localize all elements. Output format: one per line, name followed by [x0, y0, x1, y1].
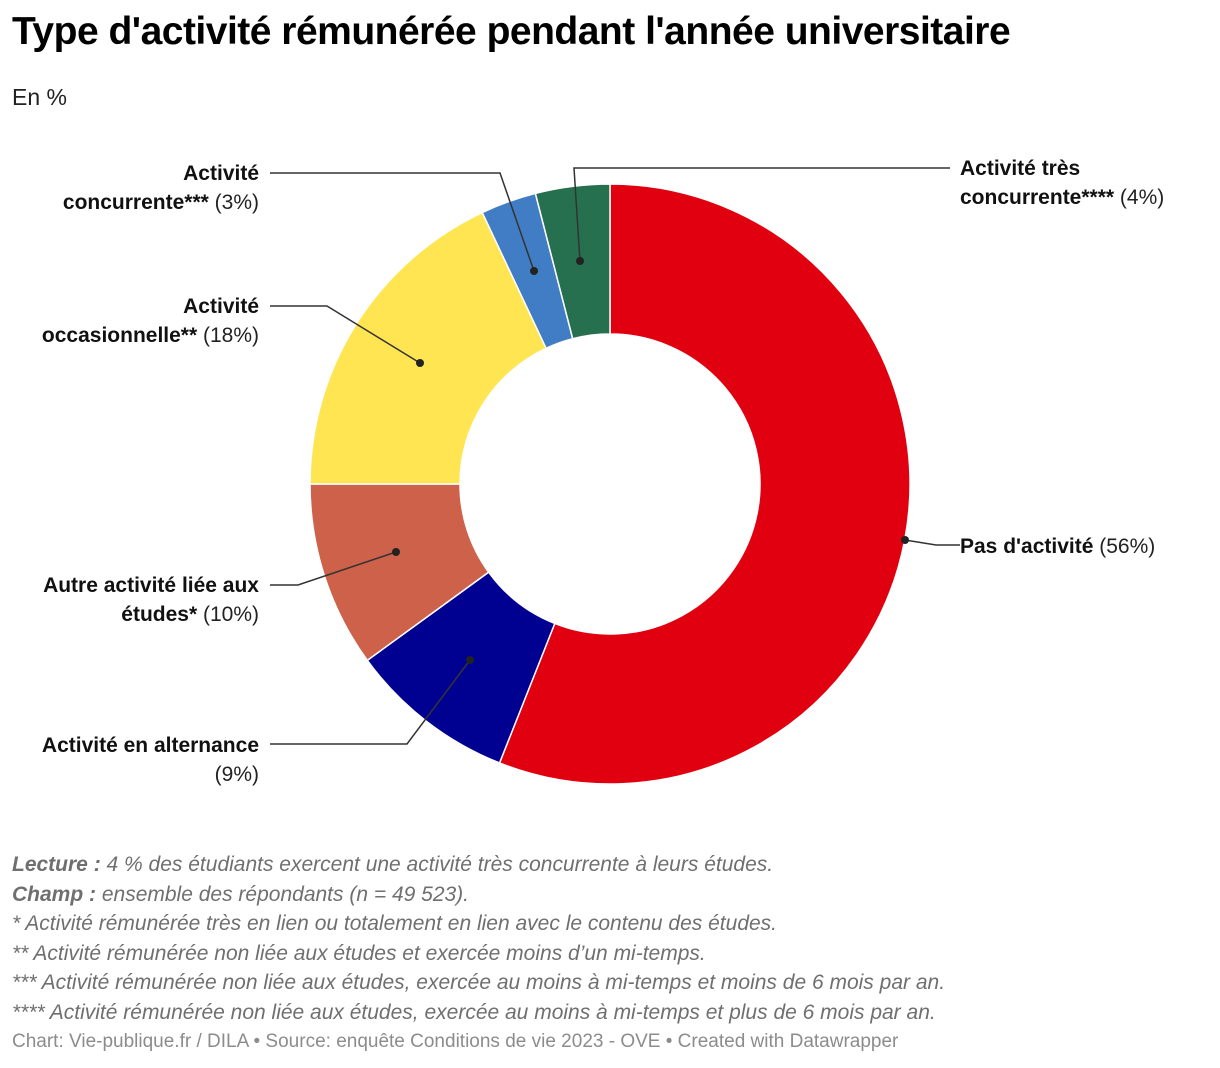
leader-dot-6: [576, 257, 584, 265]
slice-label-name: Activité: [183, 162, 259, 185]
donut-slice-1: [498, 183, 911, 785]
note-4: **** Activité rémunérée non liée aux étu…: [12, 1000, 936, 1024]
chart-title: Type d'activité rémunérée pendant l'anné…: [12, 10, 1011, 53]
slice-label-value: (18%): [197, 324, 259, 347]
note-1: * Activité rémunérée très en lien ou tot…: [12, 912, 778, 935]
leader-dot-4: [416, 359, 424, 367]
leader-dot-1: [901, 536, 909, 544]
slice-label-value: (3%): [209, 191, 259, 214]
leader-line-3: [270, 551, 397, 586]
slice-label-1: Pas d'activité (56%): [960, 535, 1155, 558]
note-champ-text: ensemble des répondants (n = 49 523).: [101, 882, 470, 906]
leader-dot-2: [466, 656, 474, 664]
note-lecture-key: Lecture :: [12, 853, 101, 876]
slice-label-value: (10%): [197, 603, 259, 626]
chart-footer: Chart: Vie-publique.fr / DILA • Source: …: [12, 1031, 899, 1052]
chart-notes: Lecture : 4 % des étudiants exercent une…: [12, 850, 945, 1027]
donut-chart: Pas d'activité (56%) Activité en alternan…: [42, 157, 1164, 786]
slice-label-name: études*: [121, 603, 198, 626]
chart-subtitle: En %: [12, 84, 67, 110]
leader-dot-3: [392, 548, 400, 556]
slice-label-name: Pas d'activité: [960, 535, 1093, 558]
slice-label-value: (56%): [1093, 535, 1155, 558]
slice-label-name: Activité: [183, 295, 259, 318]
note-champ: Champ : ensemble des répondants (n = 49 …: [12, 880, 945, 910]
slice-label-3: Autre activité liée aux études* (10%): [43, 574, 259, 626]
note-3: *** Activité rémunérée non liée aux étud…: [12, 971, 946, 994]
leader-dot-5: [530, 267, 538, 275]
slice-label-4: Activité occasionnelle** (18%): [42, 295, 259, 347]
donut-slice-4: [309, 211, 548, 485]
leader-line-4: [270, 305, 421, 364]
leader-line-5: [270, 172, 535, 272]
slice-label-name: Autre activité liée aux: [43, 574, 259, 597]
slice-label-name: Activité très: [960, 157, 1080, 180]
slice-label-value: (9%): [215, 763, 259, 786]
donut-slice-6: [534, 183, 611, 340]
leader-line-1: [904, 539, 960, 546]
note-lecture: Lecture : 4 % des étudiants exercent une…: [12, 850, 945, 880]
leader-line-6: [573, 167, 950, 262]
note-2: ** Activité rémunérée non liée aux étude…: [12, 941, 706, 965]
slice-label-name: concurrente****: [960, 186, 1115, 209]
slice-label-2: Activité en alternance (9%): [42, 734, 259, 786]
note-lecture-text: 4 % des étudiants exercent une activité …: [106, 853, 774, 876]
leader-line-2: [270, 659, 471, 745]
slice-label-name: occasionnelle**: [42, 324, 198, 347]
slice-label-5: Activité concurrente*** (3%): [63, 162, 259, 214]
slice-label-name: Activité en alternance: [42, 734, 259, 757]
slice-label-name: concurrente***: [63, 191, 210, 214]
slice-label-value: (4%): [1114, 186, 1164, 209]
note-champ-key: Champ :: [12, 882, 96, 906]
slice-label-6: Activité très concurrente**** (4%): [960, 157, 1164, 209]
